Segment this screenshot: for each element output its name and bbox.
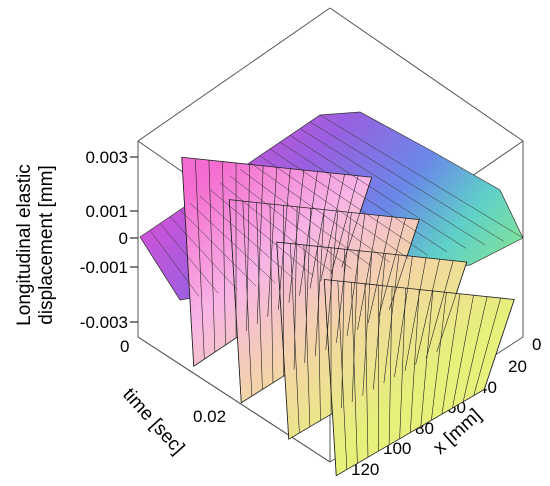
mesh-line (278, 168, 291, 310)
mesh-line (279, 141, 447, 252)
mesh-line (259, 155, 409, 259)
z-tick-label: 0.001 (85, 202, 128, 221)
mesh-line (441, 293, 461, 415)
mesh-line (195, 158, 205, 360)
mesh-line (364, 283, 369, 458)
mesh-line (317, 246, 321, 421)
mesh-line (330, 175, 359, 275)
mesh-line (473, 297, 501, 396)
mesh-line (181, 157, 195, 367)
mesh-line (293, 206, 298, 370)
mesh-line (169, 216, 238, 290)
mesh-line (256, 202, 263, 390)
mesh-line (452, 295, 474, 409)
mesh-line (159, 223, 219, 294)
z-axis-label: Longitudinal elastic (14, 164, 35, 326)
mesh-line (341, 249, 345, 409)
mesh-line (256, 165, 264, 324)
surface-grid (139, 114, 524, 476)
mesh-line (320, 174, 345, 282)
mesh-line (139, 236, 181, 301)
mesh-line (309, 172, 332, 289)
mesh-line (483, 299, 515, 390)
mesh-line (351, 250, 359, 402)
surface-peak (323, 279, 515, 477)
mesh-line (299, 128, 486, 246)
mesh-line (357, 215, 379, 330)
mesh-line (420, 290, 434, 427)
mesh-line (373, 253, 386, 390)
z-tick-label: 0.003 (85, 148, 128, 167)
mesh-line (228, 199, 242, 403)
mesh-line (319, 114, 524, 239)
mesh-line (409, 289, 420, 433)
mesh-line (290, 243, 300, 434)
mesh-line (346, 213, 366, 337)
mesh-line (394, 256, 413, 378)
mesh-line (199, 196, 295, 280)
mesh-line (436, 261, 468, 353)
mesh-line (303, 244, 311, 427)
z-axis: 0.003 0.001 0 -0.001 -0.003 (80, 148, 138, 332)
z-axis-label: displacement [mm] (36, 165, 57, 324)
mesh-line (462, 296, 488, 402)
mesh-line (208, 160, 216, 353)
mesh-line (367, 216, 393, 324)
mesh-line (314, 209, 325, 357)
mesh-line (239, 169, 371, 266)
mesh-line (289, 135, 466, 249)
mesh-line (179, 209, 257, 287)
mesh-line (399, 288, 406, 439)
mesh-line (415, 259, 440, 365)
mesh-line (337, 280, 348, 470)
mesh-line (323, 279, 337, 476)
mesh-line (219, 182, 333, 273)
mesh-line (304, 208, 311, 363)
time-axis-label: time [sec] (118, 384, 188, 458)
mesh-line (269, 203, 274, 383)
z-tick-label: -0.001 (80, 258, 128, 277)
mesh-line (309, 121, 505, 242)
mesh-line (325, 211, 339, 350)
mesh-line (388, 286, 393, 445)
mesh-line (351, 282, 358, 464)
mesh-line (267, 167, 278, 317)
mesh-line (431, 292, 447, 421)
mesh-line (189, 202, 276, 283)
mesh-line (249, 162, 390, 263)
x-tick-label: 120 (351, 460, 379, 479)
z-tick-label: 0 (119, 229, 128, 248)
mesh-line (269, 148, 428, 256)
mesh-line (246, 164, 250, 331)
x-tick-label: 20 (508, 357, 527, 376)
mesh-line (242, 201, 253, 397)
mesh-line (404, 257, 427, 371)
time-tick-label: 0.02 (193, 407, 226, 426)
z-tick-label: -0.003 (80, 313, 128, 332)
mesh-line (149, 230, 200, 297)
mesh-line (362, 252, 373, 396)
mesh-line (222, 161, 226, 346)
mesh-line (425, 260, 454, 359)
mesh-line (378, 218, 406, 317)
mesh-line (299, 171, 318, 296)
time-tick-label: 0 (120, 337, 129, 356)
mesh-line (276, 242, 290, 440)
x-tick-label: 0 (532, 335, 541, 354)
